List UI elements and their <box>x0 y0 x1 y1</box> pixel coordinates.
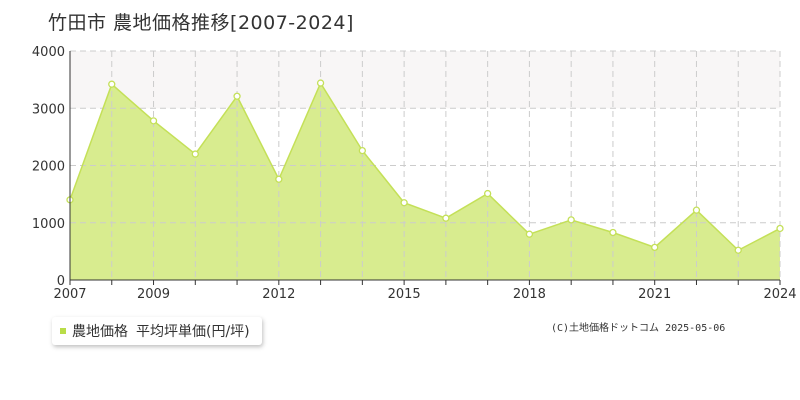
legend: 農地価格 平均坪単価(円/坪) <box>52 317 262 345</box>
series-area <box>70 83 780 280</box>
data-point-2021 <box>651 243 659 252</box>
x-tick-label: 2024 <box>763 287 796 302</box>
data-point-2014 <box>358 146 367 155</box>
legend-swatch-icon <box>60 328 66 334</box>
chart: 0 1000 2000 3000 4000 2007 2009 2012 2015 2018 202… <box>32 45 797 302</box>
data-point-2008 <box>108 80 116 88</box>
chart-title: 竹田市 農地価格推移[2007-2024] <box>48 12 354 34</box>
label-layer: 0 1000 2000 3000 4000 2007 2009 2012 2015 2018 202… <box>32 45 797 302</box>
x-tick-label: 2015 <box>388 287 421 302</box>
data-point-2013 <box>316 79 325 87</box>
axis-layer <box>69 51 781 285</box>
band-layer <box>70 51 780 109</box>
data-point-2011 <box>233 92 241 100</box>
line-layer <box>69 81 781 252</box>
data-point-2009 <box>149 117 158 125</box>
grid-layer <box>70 50 781 280</box>
x-tick-label: 2009 <box>137 287 170 302</box>
x-tick-label: 2012 <box>262 287 295 302</box>
legend-unit-label: 平均坪単価(円/坪) <box>136 324 250 340</box>
y-tick-label: 4000 <box>32 45 65 60</box>
data-point-2020 <box>609 228 617 237</box>
shaded-band <box>70 51 780 109</box>
data-point-2012 <box>275 175 283 183</box>
legend-series-label: 農地価格 <box>72 324 128 340</box>
y-tick-label: 3000 <box>32 102 65 117</box>
series-line <box>69 81 781 252</box>
y-tick-label: 2000 <box>32 160 65 175</box>
data-point-2018 <box>525 230 534 238</box>
data-point-2017 <box>483 189 492 198</box>
y-tick-label: 0 <box>57 274 65 289</box>
data-point-2023 <box>734 246 742 254</box>
data-point-2019 <box>567 216 575 224</box>
data-point-2024 <box>776 224 784 233</box>
data-point-2022 <box>692 206 701 214</box>
x-tick-label: 2021 <box>638 287 671 302</box>
area-layer <box>70 83 780 280</box>
x-tick-label: 2018 <box>513 287 546 302</box>
data-point-2016 <box>442 214 450 222</box>
data-point-2010 <box>191 150 199 158</box>
x-tick-label: 2007 <box>53 287 86 302</box>
copyright-text: (C)土地価格ドットコム 2025-05-06 <box>551 323 726 334</box>
data-point-2015 <box>400 199 408 207</box>
marker-layer <box>66 79 784 254</box>
y-tick-label: 1000 <box>32 217 65 232</box>
